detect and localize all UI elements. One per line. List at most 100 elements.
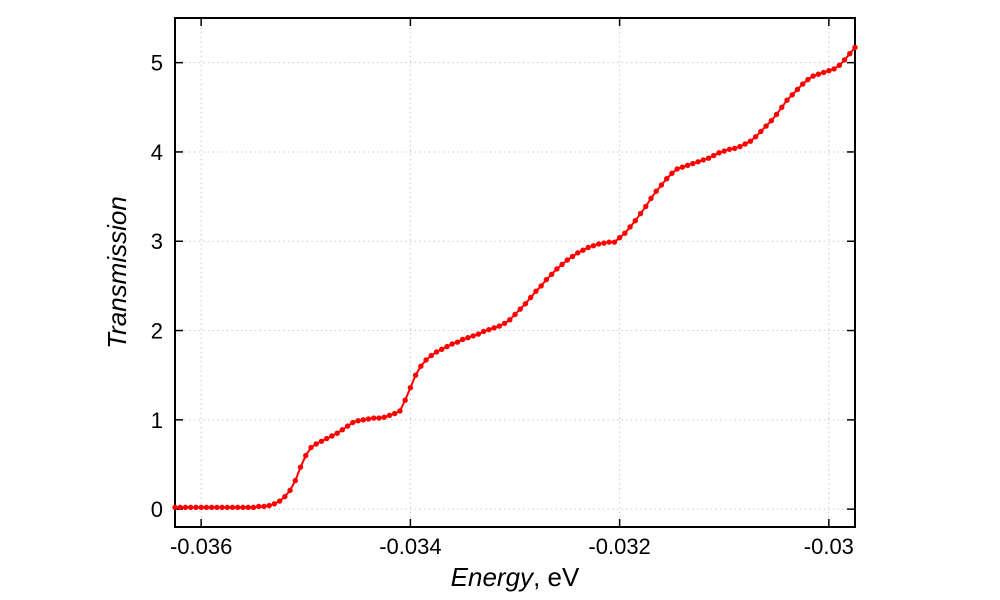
data-point xyxy=(308,444,314,451)
data-point xyxy=(779,104,785,111)
data-point xyxy=(193,504,199,511)
data-point xyxy=(810,73,816,79)
data-point xyxy=(616,234,623,241)
data-point xyxy=(533,288,539,294)
data-point xyxy=(799,81,806,87)
data-point xyxy=(371,415,377,421)
data-point xyxy=(507,317,513,323)
data-point xyxy=(240,504,246,511)
data-point xyxy=(381,414,387,420)
data-point xyxy=(318,438,325,444)
data-point xyxy=(538,283,544,289)
data-point xyxy=(627,224,633,230)
data-point xyxy=(674,166,680,172)
data-point xyxy=(208,504,215,511)
data-point xyxy=(653,188,659,194)
data-point xyxy=(658,182,665,188)
data-point xyxy=(815,71,822,77)
data-point xyxy=(329,433,335,439)
data-point xyxy=(731,145,738,152)
data-point xyxy=(721,148,727,154)
data-point xyxy=(601,240,607,246)
x-axis-title: Energy, eV xyxy=(451,562,580,592)
data-point xyxy=(747,138,754,144)
data-point xyxy=(559,261,565,268)
data-point xyxy=(679,164,686,170)
data-point xyxy=(339,426,346,433)
data-point xyxy=(590,243,597,249)
data-point xyxy=(700,157,707,163)
data-point xyxy=(501,320,508,327)
data-point xyxy=(313,441,319,447)
data-point xyxy=(648,195,654,202)
data-point xyxy=(303,452,309,459)
data-point xyxy=(282,493,288,500)
x-axis-title-italic: Energy xyxy=(451,562,535,592)
data-point xyxy=(407,384,414,391)
data-point xyxy=(182,504,189,511)
data-point xyxy=(214,504,220,511)
data-point xyxy=(548,271,555,277)
x-axis-title-unit: , eV xyxy=(533,562,580,592)
data-point xyxy=(758,128,764,135)
data-point xyxy=(428,352,435,359)
data-point xyxy=(423,357,429,363)
data-point xyxy=(847,51,853,57)
data-point xyxy=(522,301,529,307)
data-point xyxy=(344,423,351,429)
y-axis-tick-label: 2 xyxy=(151,319,163,344)
data-point xyxy=(360,417,367,423)
data-point xyxy=(350,419,356,426)
data-point xyxy=(794,86,801,93)
data-point xyxy=(287,487,293,494)
x-axis-tick-label: -0.03 xyxy=(804,534,854,559)
data-point xyxy=(323,435,330,442)
data-point xyxy=(711,152,717,159)
data-point xyxy=(365,416,372,422)
y-axis-tick-label: 4 xyxy=(151,140,163,165)
x-axis-tick-label: -0.036 xyxy=(170,534,232,559)
data-point xyxy=(768,117,775,124)
data-point xyxy=(198,504,204,511)
data-point xyxy=(470,333,476,339)
data-point xyxy=(334,430,340,436)
data-point xyxy=(203,504,210,511)
data-point xyxy=(496,323,503,329)
data-point xyxy=(172,504,178,511)
data-point xyxy=(397,408,403,414)
data-point xyxy=(543,276,550,283)
data-point xyxy=(564,257,571,263)
y-axis-tick-label: 1 xyxy=(151,408,163,433)
x-axis-tick-label: -0.034 xyxy=(379,534,441,559)
data-point xyxy=(690,160,696,167)
data-point xyxy=(512,311,518,318)
data-point xyxy=(716,150,722,156)
data-point xyxy=(459,336,466,343)
data-point xyxy=(737,143,743,150)
x-axis-tick-label: -0.032 xyxy=(588,534,650,559)
data-point xyxy=(695,159,701,165)
data-point xyxy=(439,346,445,352)
data-point xyxy=(465,334,471,341)
data-point xyxy=(742,141,748,147)
y-axis-tick-label: 5 xyxy=(151,51,163,76)
data-point xyxy=(355,418,361,424)
data-point xyxy=(412,372,419,378)
data-point xyxy=(255,503,262,510)
data-point xyxy=(773,111,780,118)
data-point xyxy=(831,66,837,72)
data-point xyxy=(637,210,644,217)
data-point xyxy=(611,239,618,245)
data-point xyxy=(852,44,858,51)
data-point xyxy=(554,266,560,272)
data-point xyxy=(245,504,251,511)
data-point xyxy=(276,498,283,504)
data-point xyxy=(606,239,612,245)
data-point xyxy=(763,123,769,129)
data-point xyxy=(580,247,586,253)
data-point xyxy=(433,349,440,355)
data-point xyxy=(575,250,581,256)
data-point xyxy=(187,504,194,511)
